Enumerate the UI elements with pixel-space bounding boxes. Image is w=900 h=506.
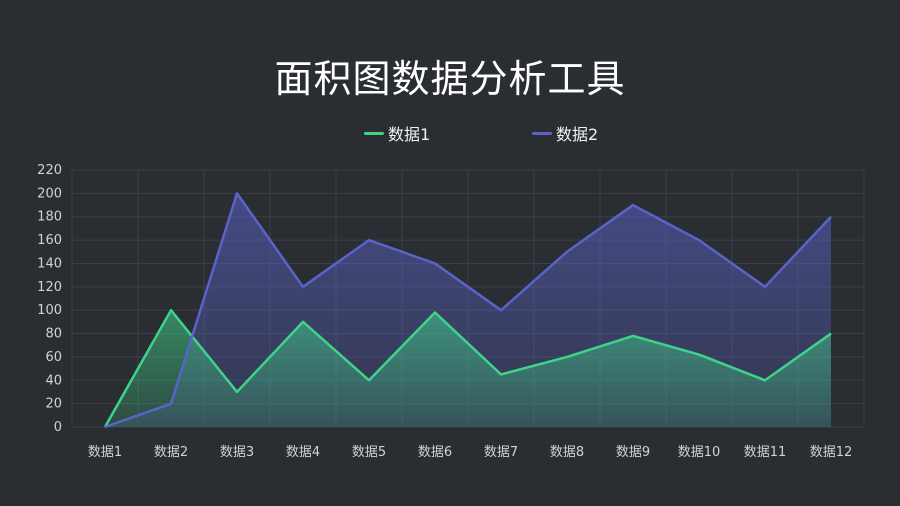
y-tick-label: 160	[37, 233, 62, 248]
y-tick-label: 220	[37, 163, 62, 178]
legend-item-series1[interactable]: 数据1	[364, 121, 430, 145]
page-title: 面积图数据分析工具	[274, 57, 626, 101]
x-tick-label: 数据12	[810, 445, 853, 460]
y-tick-label: 180	[37, 210, 62, 225]
legend-label-series2: 数据2	[556, 125, 599, 144]
x-tick-label: 数据9	[616, 445, 650, 460]
legend: 数据1 数据2	[0, 121, 900, 145]
line-series2	[104, 192, 832, 429]
x-tick-label: 数据1	[88, 445, 122, 460]
y-tick-label: 40	[45, 373, 62, 388]
line-series1	[103, 308, 832, 428]
x-tick-label: 数据3	[220, 445, 254, 460]
y-tick-label: 60	[45, 350, 62, 365]
y-tick-label: 200	[37, 186, 62, 201]
x-axis-ticks: 数据1 数据2 数据3 数据4 数据5 数据6 数据7 数据8 数据9 数据10 数据11 数据12	[88, 445, 852, 460]
y-tick-label: 120	[37, 280, 62, 295]
x-tick-label: 数据2	[154, 445, 188, 460]
x-tick-label: 数据10	[678, 445, 721, 460]
x-tick-label: 数据4	[286, 445, 320, 460]
x-tick-label: 数据5	[352, 445, 386, 460]
y-tick-label: 20	[45, 397, 62, 412]
legend-label-series1: 数据1	[388, 125, 431, 144]
legend-item-series2[interactable]: 数据2	[532, 121, 598, 145]
area-layer	[105, 193, 831, 427]
y-axis-ticks: 0 20 40 60 80 100 120 140 160 180 200 220	[37, 163, 62, 435]
y-tick-label: 140	[37, 256, 62, 271]
x-tick-label: 数据11	[744, 445, 787, 460]
y-tick-label: 0	[54, 420, 62, 435]
x-tick-label: 数据7	[484, 445, 518, 460]
legend-swatch-series2	[532, 131, 552, 135]
y-tick-label: 80	[45, 327, 62, 342]
x-tick-label: 数据6	[418, 445, 452, 460]
line-layer	[103, 192, 832, 429]
legend-swatch-series1	[364, 131, 384, 135]
x-tick-label: 数据8	[550, 445, 584, 460]
area-series1	[105, 310, 831, 427]
y-tick-label: 100	[37, 303, 62, 318]
